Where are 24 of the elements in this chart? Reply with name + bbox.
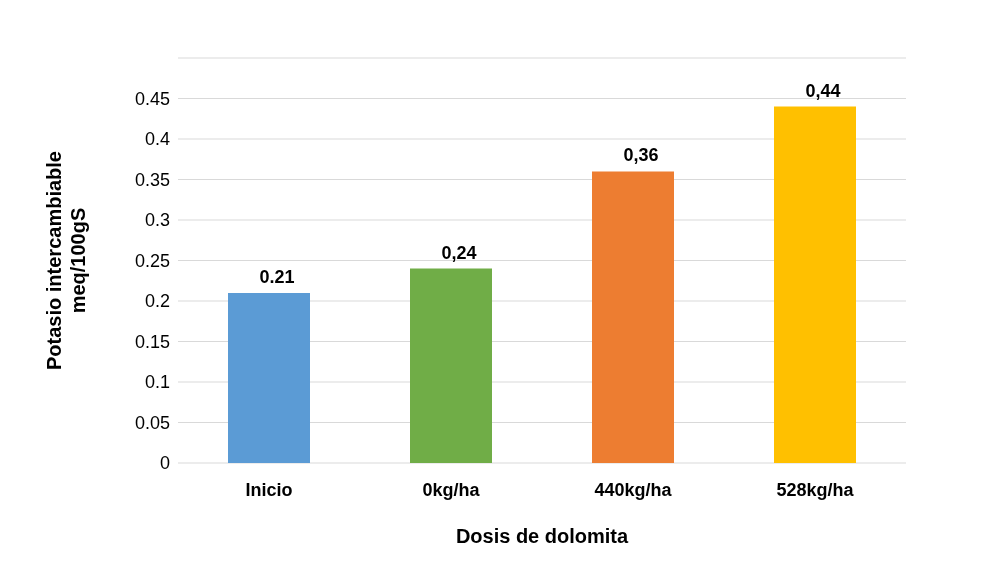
y-tick-label: 0.1 xyxy=(144,372,170,393)
x-tick-label: 440kg/ha xyxy=(594,479,673,500)
data-label: 0.21 xyxy=(259,266,295,287)
y-tick-label: 0.45 xyxy=(134,88,170,109)
data-label: 0,44 xyxy=(805,80,841,101)
data-label: 0,24 xyxy=(441,242,477,263)
bar xyxy=(774,106,856,463)
y-tick-label: 0.05 xyxy=(134,412,170,433)
x-axis-title: Dosis de dolomita xyxy=(455,525,629,547)
bar xyxy=(228,292,310,463)
y-tick-label: 0.15 xyxy=(134,331,170,352)
x-tick-label: 528kg/ha xyxy=(776,479,855,500)
y-axis-title: Potasio intercambiable meq/100gS xyxy=(43,151,89,370)
y-tick-label: 0.35 xyxy=(134,169,170,190)
y-tick-label: 0 xyxy=(159,453,170,474)
y-tick-label: 0.4 xyxy=(144,129,170,150)
x-tick-label: Inicio xyxy=(245,479,293,500)
data-label: 0,36 xyxy=(623,145,659,166)
x-tick-label: 0kg/ha xyxy=(422,479,481,500)
bar xyxy=(592,171,674,463)
y-tick-label: 0.3 xyxy=(144,210,170,231)
y-tick-label: 0.25 xyxy=(134,250,170,271)
bar xyxy=(410,268,492,463)
y-tick-label: 0.2 xyxy=(144,291,170,312)
